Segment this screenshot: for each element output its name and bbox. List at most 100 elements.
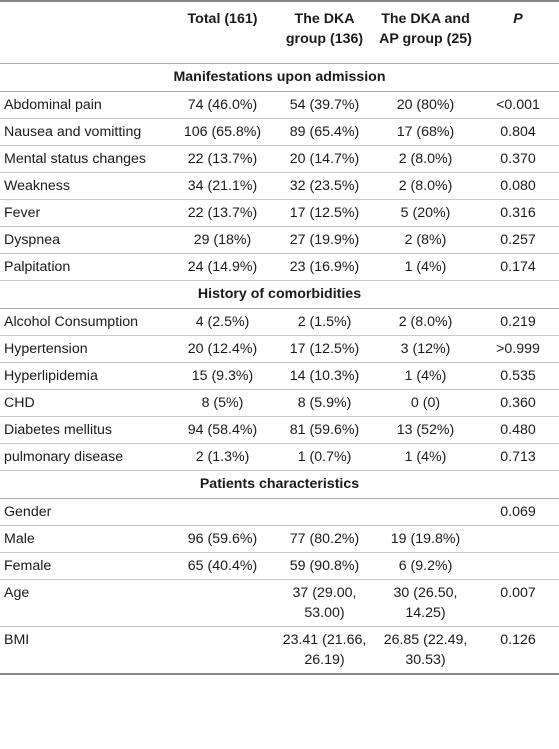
table-row: Palpitation 24 (14.9%) 23 (16.9%) 1 (4%) 0.1…	[0, 253, 559, 281]
p-value-cell: 0.257	[477, 226, 559, 254]
row-label: Hypertension	[0, 335, 170, 363]
dka-ap-group-cell: 2 (8.0%)	[374, 308, 477, 336]
table-row: pulmonary disease 2 (1.3%) 1 (0.7%) 1 (4%) 0…	[0, 443, 559, 471]
row-label: Gender	[0, 498, 170, 526]
dka-ap-group-cell: 20 (80%)	[374, 91, 477, 119]
section-header-row: Patients characteristics	[0, 470, 559, 499]
dka-ap-group-cell	[374, 498, 477, 526]
section-header-row: Manifestations upon admission	[0, 63, 559, 92]
table-row: Weakness 34 (21.1%) 32 (23.5%) 2 (8.0%) 0.08…	[0, 172, 559, 200]
p-value-cell: 0.080	[477, 172, 559, 200]
dka-group-cell: 1 (0.7%)	[275, 443, 374, 471]
row-label: Weakness	[0, 172, 170, 200]
table-row: Hyperlipidemia 15 (9.3%) 14 (10.3%) 1 (4%) 0…	[0, 362, 559, 390]
dka-ap-group-cell: 19 (19.8%)	[374, 525, 477, 553]
dka-group-cell: 81 (59.6%)	[275, 416, 374, 444]
dka-group-cell: 23 (16.9%)	[275, 253, 374, 281]
dka-group-cell: 89 (65.4%)	[275, 118, 374, 146]
table-row: Age 37 (29.00, 53.00) 30 (26.50, 14.25) 0.0…	[0, 579, 559, 627]
row-label: pulmonary disease	[0, 443, 170, 471]
dka-ap-group-cell: 26.85 (22.49, 30.53)	[374, 626, 477, 675]
dka-group-cell: 54 (39.7%)	[275, 91, 374, 119]
total-cell	[170, 579, 275, 627]
total-cell: 65 (40.4%)	[170, 552, 275, 580]
row-label: Abdominal pain	[0, 91, 170, 119]
table-row: BMI 23.41 (21.66, 26.19) 26.85 (22.49, 30.…	[0, 626, 559, 675]
row-label: Female	[0, 552, 170, 580]
total-cell: 20 (12.4%)	[170, 335, 275, 363]
section-title: History of comorbidities	[0, 280, 559, 309]
row-label: Alcohol Consumption	[0, 308, 170, 336]
row-label: Dyspnea	[0, 226, 170, 254]
dka-ap-group-cell: 1 (4%)	[374, 362, 477, 390]
table-row: Gender 0.069	[0, 498, 559, 526]
p-value-cell: 0.360	[477, 389, 559, 417]
dka-ap-group-cell: 1 (4%)	[374, 443, 477, 471]
row-label: Palpitation	[0, 253, 170, 281]
total-cell: 96 (59.6%)	[170, 525, 275, 553]
p-value-cell: 0.174	[477, 253, 559, 281]
row-label: Nausea and vomitting	[0, 118, 170, 146]
section-header-row: History of comorbidities	[0, 280, 559, 309]
header-cell-p-value: P	[513, 11, 523, 27]
p-value-cell: 0.126	[477, 626, 559, 675]
header-cell-label	[0, 1, 170, 64]
row-label: CHD	[0, 389, 170, 417]
header-cell-dka-ap-group: The DKA and AP group (25)	[379, 11, 472, 47]
dka-group-cell: 8 (5.9%)	[275, 389, 374, 417]
p-value-cell: 0.480	[477, 416, 559, 444]
dka-group-cell: 59 (90.8%)	[275, 552, 374, 580]
row-label: BMI	[0, 626, 170, 675]
total-cell: 4 (2.5%)	[170, 308, 275, 336]
p-value-cell: 0.069	[477, 498, 559, 526]
p-value-cell: <0.001	[477, 91, 559, 119]
dka-ap-group-cell: 1 (4%)	[374, 253, 477, 281]
table-body: Manifestations upon admission Abdominal p…	[0, 63, 559, 675]
results-table: Total (161) The DKA group (136) The DKA …	[0, 1, 559, 675]
p-value-cell	[477, 552, 559, 580]
table-row: CHD 8 (5%) 8 (5.9%) 0 (0) 0.360	[0, 389, 559, 417]
p-value-cell: >0.999	[477, 335, 559, 363]
total-cell: 15 (9.3%)	[170, 362, 275, 390]
dka-ap-group-cell: 17 (68%)	[374, 118, 477, 146]
dka-ap-group-cell: 0 (0)	[374, 389, 477, 417]
total-cell: 24 (14.9%)	[170, 253, 275, 281]
dka-group-cell: 32 (23.5%)	[275, 172, 374, 200]
p-value-cell: 0.007	[477, 579, 559, 627]
p-value-cell	[477, 525, 559, 553]
p-value-cell: 0.370	[477, 145, 559, 173]
dka-group-cell: 17 (12.5%)	[275, 199, 374, 227]
header-cell-dka-group: The DKA group (136)	[285, 11, 364, 47]
header-cell-total: Total (161)	[187, 11, 258, 27]
row-label: Fever	[0, 199, 170, 227]
dka-group-cell: 14 (10.3%)	[275, 362, 374, 390]
header-row: Total (161) The DKA group (136) The DKA …	[0, 1, 559, 64]
table-row: Mental status changes 22 (13.7%) 20 (14.7%…	[0, 145, 559, 173]
p-value-cell: 0.316	[477, 199, 559, 227]
dka-group-cell: 77 (80.2%)	[275, 525, 374, 553]
total-cell: 94 (58.4%)	[170, 416, 275, 444]
p-value-cell: 0.535	[477, 362, 559, 390]
total-cell: 2 (1.3%)	[170, 443, 275, 471]
total-cell: 34 (21.1%)	[170, 172, 275, 200]
row-label: Hyperlipidemia	[0, 362, 170, 390]
total-cell: 74 (46.0%)	[170, 91, 275, 119]
table-row: Hypertension 20 (12.4%) 17 (12.5%) 3 (12%) >…	[0, 335, 559, 363]
table-row: Abdominal pain 74 (46.0%) 54 (39.7%) 20 (80…	[0, 91, 559, 119]
row-label: Male	[0, 525, 170, 553]
total-cell: 29 (18%)	[170, 226, 275, 254]
table-row: Fever 22 (13.7%) 17 (12.5%) 5 (20%) 0.316	[0, 199, 559, 227]
dka-ap-group-cell: 3 (12%)	[374, 335, 477, 363]
total-cell	[170, 498, 275, 526]
total-cell	[170, 626, 275, 675]
dka-group-cell: 27 (19.9%)	[275, 226, 374, 254]
p-value-cell: 0.713	[477, 443, 559, 471]
row-label: Mental status changes	[0, 145, 170, 173]
row-label: Diabetes mellitus	[0, 416, 170, 444]
table-row: Male 96 (59.6%) 77 (80.2%) 19 (19.8%)	[0, 525, 559, 553]
dka-ap-group-cell: 2 (8.0%)	[374, 172, 477, 200]
table-row: Dyspnea 29 (18%) 27 (19.9%) 2 (8%) 0.257	[0, 226, 559, 254]
dka-ap-group-cell: 5 (20%)	[374, 199, 477, 227]
total-cell: 22 (13.7%)	[170, 199, 275, 227]
dka-group-cell: 17 (12.5%)	[275, 335, 374, 363]
